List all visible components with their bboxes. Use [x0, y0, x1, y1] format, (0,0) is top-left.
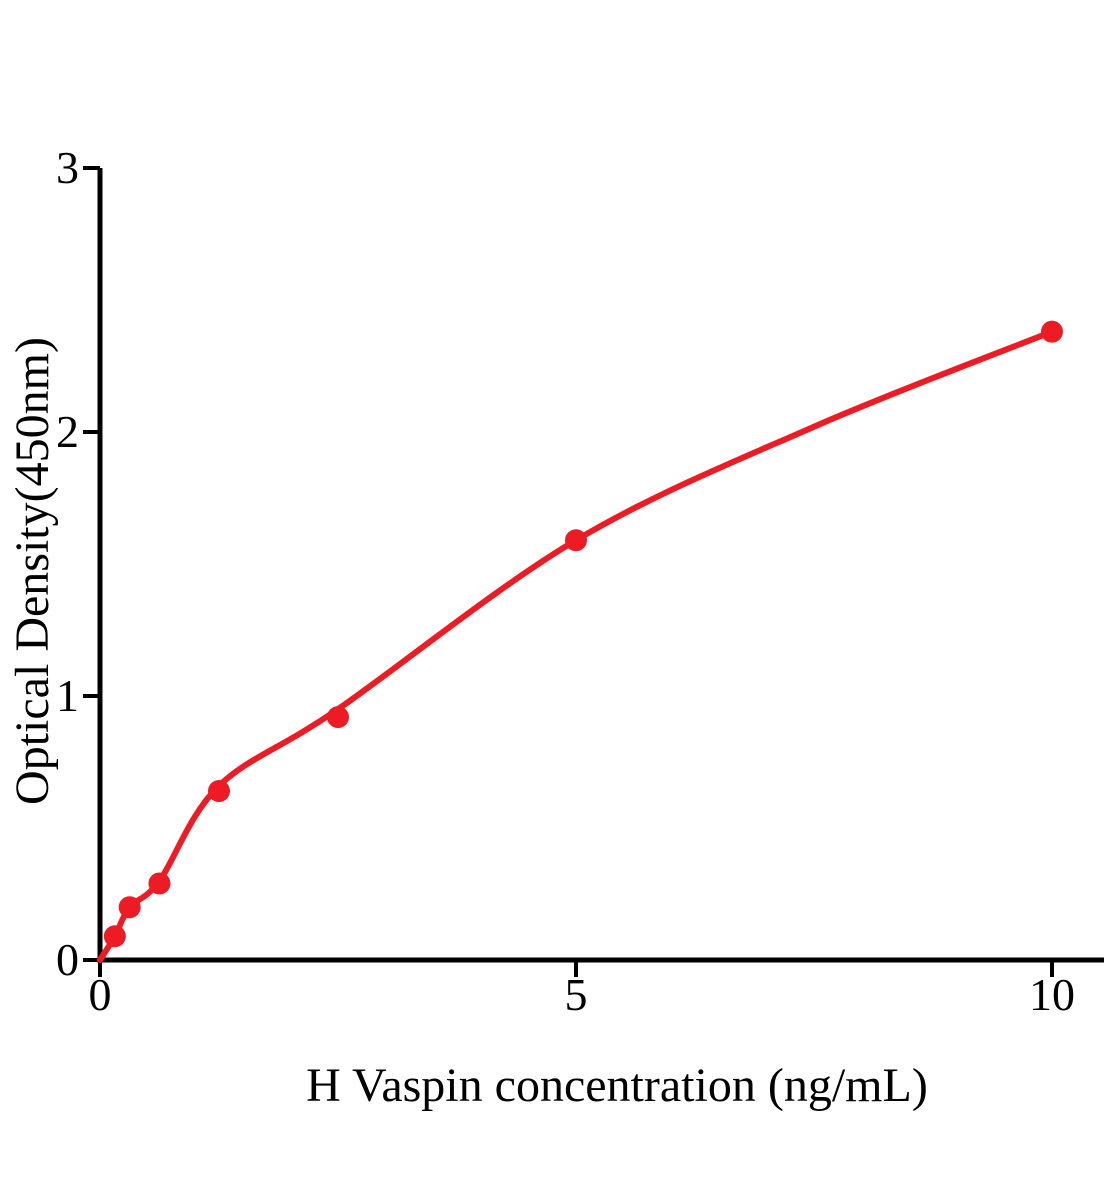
- x-tick-label-10: 10: [1029, 969, 1075, 1020]
- data-point-0.156: [103, 925, 126, 948]
- data-point-5: [565, 529, 587, 552]
- y-tick-label-0: 0: [56, 934, 79, 985]
- x-tick-label-5: 5: [565, 969, 588, 1020]
- x-tick-label-0: 0: [89, 969, 112, 1020]
- data-point-0.625: [148, 872, 171, 895]
- y-tick-label-1: 1: [56, 670, 79, 721]
- y-axis-title: Optical Density(450nm): [6, 337, 59, 805]
- data-point-2.5: [327, 706, 349, 729]
- data-point-1.25: [208, 780, 230, 803]
- data-point-10: [1041, 320, 1063, 343]
- fit-curve-line: [97, 328, 1055, 963]
- data-point-0.312: [118, 896, 141, 919]
- x-axis-title: H Vaspin concentration (ng/mL): [306, 1059, 928, 1112]
- y-tick-label-3: 3: [56, 142, 79, 193]
- y-tick-label-2: 2: [56, 406, 79, 457]
